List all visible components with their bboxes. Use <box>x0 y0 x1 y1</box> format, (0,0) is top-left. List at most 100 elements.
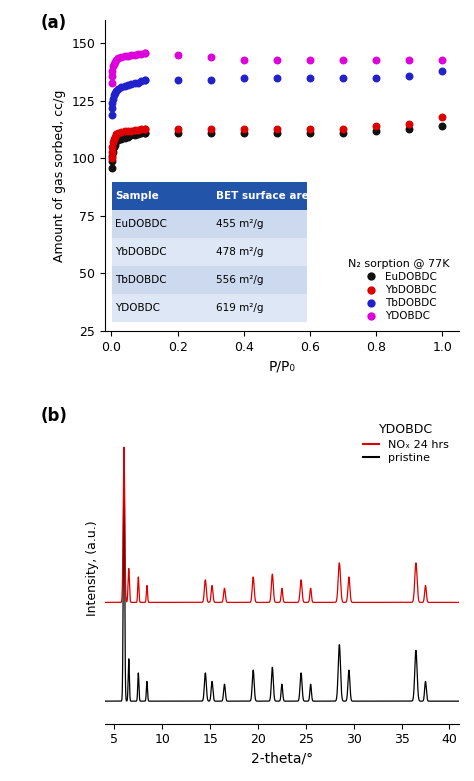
FancyBboxPatch shape <box>112 237 307 266</box>
Text: TbDOBDC: TbDOBDC <box>116 275 167 284</box>
Point <box>141 74 148 87</box>
Point <box>207 74 215 87</box>
Point <box>121 131 128 144</box>
Point <box>174 74 182 87</box>
Point <box>240 123 247 135</box>
Point <box>114 52 122 65</box>
Point <box>240 72 247 84</box>
Point <box>131 48 138 61</box>
Point <box>118 126 125 138</box>
Point <box>113 128 120 141</box>
Point <box>128 125 135 137</box>
Point <box>306 53 314 66</box>
Text: EuDOBDC: EuDOBDC <box>116 219 167 229</box>
Point <box>111 87 118 99</box>
Point <box>273 123 281 135</box>
Point <box>110 141 118 153</box>
Point <box>109 65 116 77</box>
Point <box>406 118 413 130</box>
Point <box>124 125 132 137</box>
Point <box>438 120 446 133</box>
Point <box>128 129 135 141</box>
Point <box>110 58 118 70</box>
Point <box>109 145 117 158</box>
Text: 478 m²/g: 478 m²/g <box>217 247 264 257</box>
Point <box>113 53 120 66</box>
Point <box>306 123 314 135</box>
Point <box>108 109 116 121</box>
Point <box>134 128 142 141</box>
Point <box>141 74 148 87</box>
Point <box>339 123 347 135</box>
Point <box>109 102 116 114</box>
Point <box>306 72 314 84</box>
Point <box>373 72 380 84</box>
Point <box>134 48 142 60</box>
Point <box>109 70 116 82</box>
Point <box>128 48 135 61</box>
FancyBboxPatch shape <box>112 266 307 294</box>
Point <box>121 125 128 137</box>
Point <box>137 48 145 60</box>
Point <box>131 123 138 136</box>
Point <box>113 84 120 97</box>
Point <box>273 53 281 66</box>
Point <box>110 89 118 102</box>
Point <box>141 123 148 135</box>
Point <box>111 130 118 143</box>
Y-axis label: Amount of gas sorbed, cc/g: Amount of gas sorbed, cc/g <box>53 90 66 262</box>
Point <box>174 123 182 135</box>
FancyBboxPatch shape <box>112 210 307 237</box>
Point <box>131 77 138 89</box>
Point <box>207 51 215 63</box>
Point <box>109 60 117 73</box>
Point <box>121 50 128 62</box>
Point <box>174 48 182 61</box>
Point <box>438 65 446 77</box>
Point <box>110 133 118 145</box>
Text: YDOBDC: YDOBDC <box>116 302 160 312</box>
Text: Sample: Sample <box>116 191 159 201</box>
Point <box>438 111 446 123</box>
Point <box>134 123 142 136</box>
Point <box>109 92 117 105</box>
Point <box>109 136 117 148</box>
Point <box>137 75 145 87</box>
Legend: NOₓ 24 hrs, pristine: NOₓ 24 hrs, pristine <box>358 419 454 468</box>
Point <box>109 155 116 167</box>
Text: (a): (a) <box>41 14 67 32</box>
Point <box>111 55 118 68</box>
Point <box>373 125 380 137</box>
Point <box>114 84 122 96</box>
Point <box>240 53 247 66</box>
Point <box>108 152 116 165</box>
Point <box>118 133 125 145</box>
Point <box>339 72 347 84</box>
X-axis label: P/P₀: P/P₀ <box>268 359 295 373</box>
Point <box>273 127 281 139</box>
Point <box>137 127 145 139</box>
Text: 556 m²/g: 556 m²/g <box>217 275 264 284</box>
Point <box>373 120 380 133</box>
Text: 619 m²/g: 619 m²/g <box>217 302 264 312</box>
Point <box>118 51 125 63</box>
Point <box>306 127 314 139</box>
Point <box>406 123 413 135</box>
Legend: EuDOBDC, YbDOBDC, TbDOBDC, YDOBDC: EuDOBDC, YbDOBDC, TbDOBDC, YDOBDC <box>344 255 454 326</box>
Point <box>131 129 138 141</box>
Point <box>128 77 135 90</box>
Point <box>109 145 116 158</box>
Point <box>240 127 247 139</box>
Point <box>109 150 116 162</box>
Point <box>141 127 148 139</box>
Point <box>108 77 116 89</box>
Point <box>438 53 446 66</box>
Point <box>141 46 148 59</box>
Point <box>406 53 413 66</box>
Point <box>339 53 347 66</box>
Point <box>141 127 148 139</box>
Point <box>124 130 132 143</box>
FancyBboxPatch shape <box>112 294 307 322</box>
Point <box>124 79 132 91</box>
Point <box>339 127 347 139</box>
